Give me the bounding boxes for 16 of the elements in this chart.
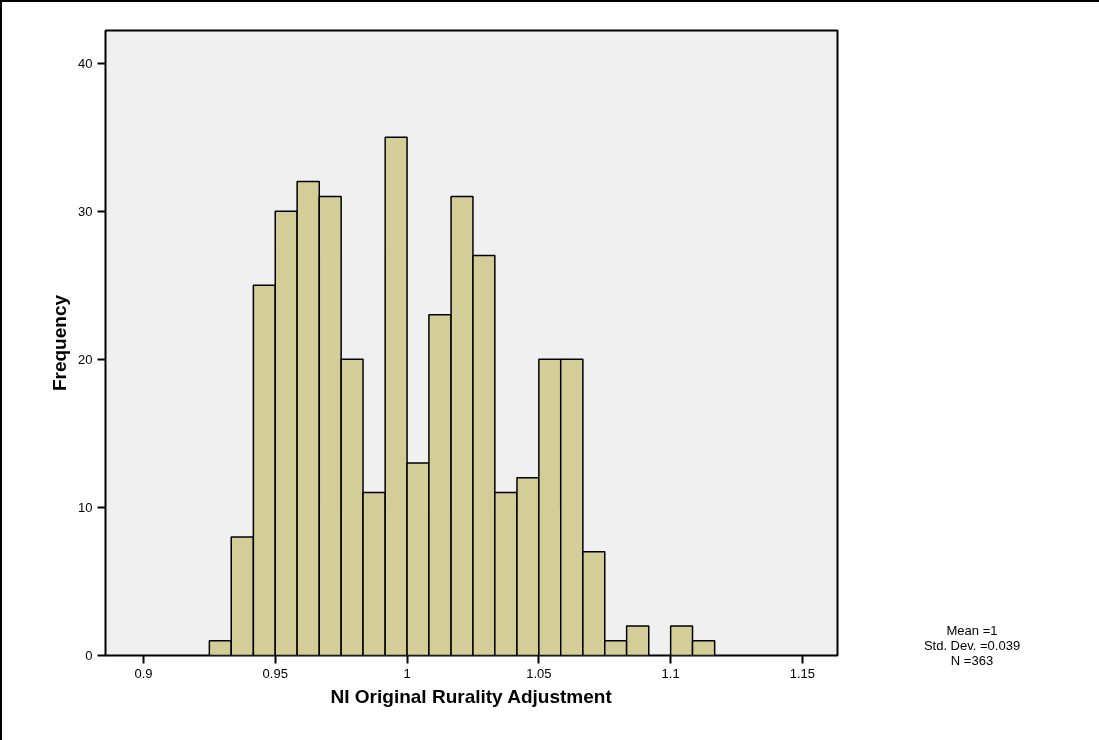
text: N =363: [950, 653, 994, 668]
x-tick-label: 1.05: [526, 665, 552, 681]
x-tick-label: 0.95: [262, 665, 288, 681]
x-tick-label: 1.15: [789, 665, 816, 681]
x-tick-label: 1: [403, 665, 411, 681]
x-axis-title: NI Original Rurality Adjustment: [330, 685, 613, 707]
text: Mean =1: [946, 623, 998, 638]
y-tick-label: 10: [78, 499, 93, 515]
y-axis-title: Frequency: [49, 294, 71, 392]
text: Std. Dev. =0.039: [923, 638, 1021, 653]
x-tick-label: 1.1: [661, 665, 680, 681]
y-tick-label: 0: [85, 648, 93, 663]
y-tick-label: 20: [78, 351, 93, 367]
x-tick-label: 0.9: [134, 665, 153, 681]
y-tick-label: 30: [78, 203, 93, 219]
y-tick-label: 40: [78, 55, 93, 71]
